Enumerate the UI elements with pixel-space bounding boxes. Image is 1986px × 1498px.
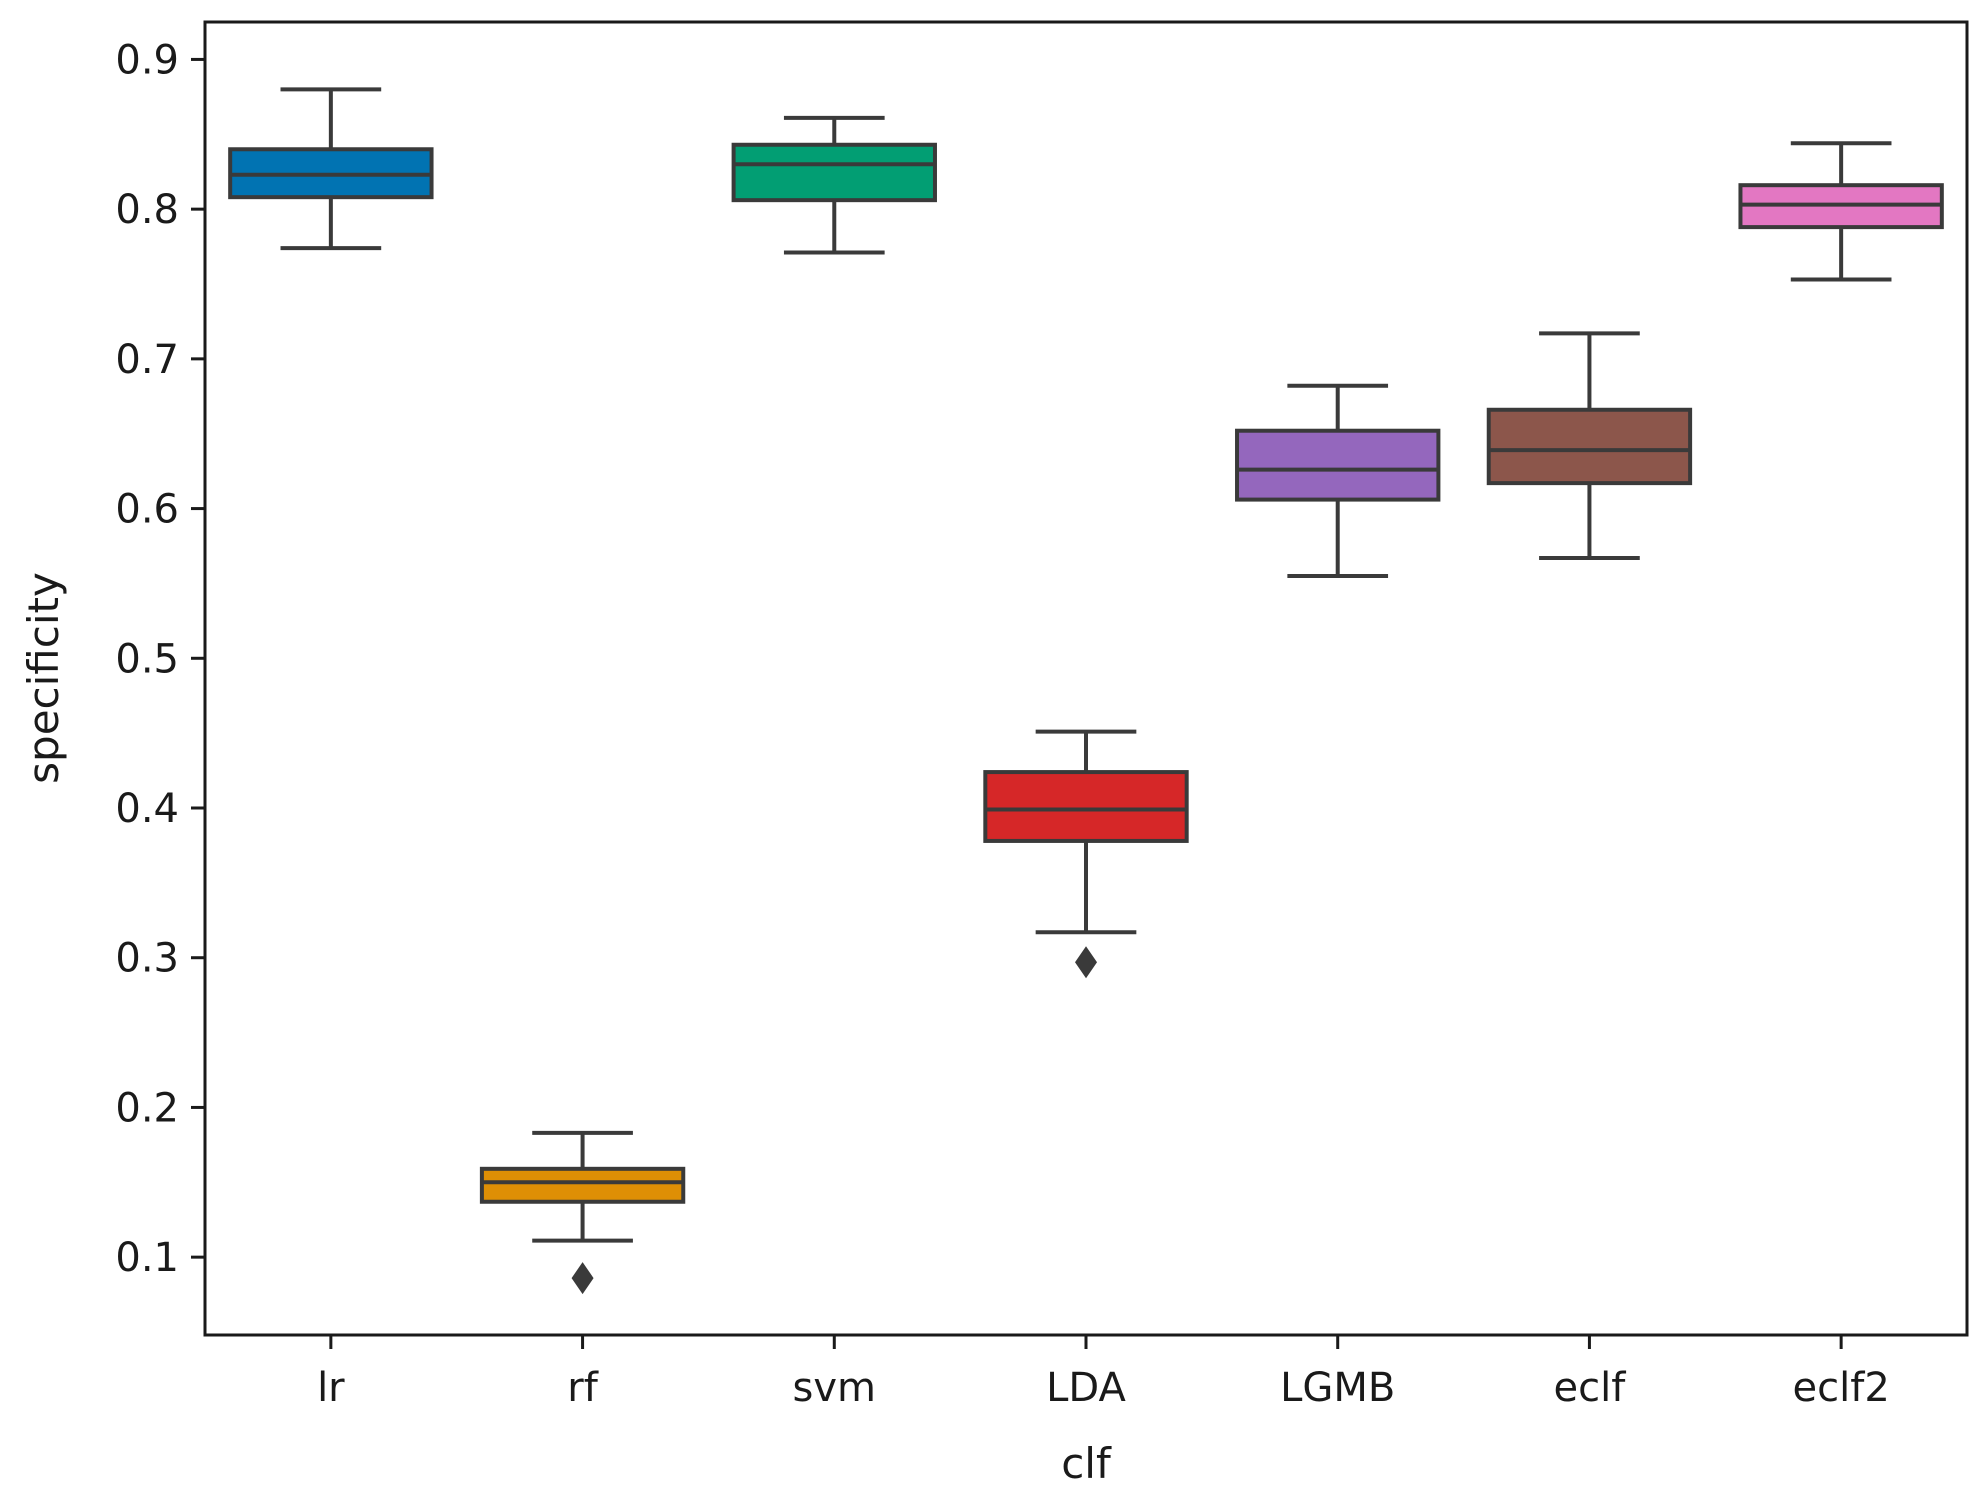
x-tick-label: LGMB xyxy=(1280,1365,1395,1411)
box-rf xyxy=(479,1130,686,1295)
x-tick-label: LDA xyxy=(1046,1365,1126,1411)
box-lgmb xyxy=(1235,383,1441,578)
x-tick-label: eclf2 xyxy=(1793,1365,1890,1411)
x-tick-label: eclf xyxy=(1554,1365,1627,1411)
y-axis-title: specificity xyxy=(19,572,68,784)
outlier-point xyxy=(1075,946,1097,979)
y-tick-label: 0.8 xyxy=(115,187,179,233)
box-eclf2 xyxy=(1738,141,1944,282)
box-eclf xyxy=(1486,331,1693,560)
box-lda xyxy=(983,729,1189,979)
y-tick-label: 0.1 xyxy=(115,1235,179,1281)
y-tick-label: 0.9 xyxy=(115,37,179,83)
outlier-point xyxy=(571,1262,594,1295)
y-tick-label: 0.5 xyxy=(115,636,179,682)
y-tick-label: 0.2 xyxy=(115,1085,179,1131)
box-lr xyxy=(228,87,434,251)
y-tick-label: 0.6 xyxy=(115,487,179,533)
box-svm xyxy=(731,115,937,255)
iqr-box xyxy=(731,142,937,203)
boxes-layer xyxy=(228,87,1944,1295)
y-tick-label: 0.3 xyxy=(115,936,179,982)
x-tick-label: svm xyxy=(793,1365,876,1411)
x-tick-label: lr xyxy=(317,1365,345,1411)
plot-frame xyxy=(203,20,1969,1337)
x-axis-title: clf xyxy=(1061,1439,1112,1488)
iqr-box xyxy=(1486,407,1693,486)
y-axis: 0.1 0.2 0.3 0.4 0.5 0.6 0.7 0.8 0.9 xyxy=(115,37,205,1281)
x-axis: lr rf svm LDA LGMB eclf eclf2 xyxy=(317,1335,1890,1411)
iqr-box xyxy=(479,1166,686,1204)
iqr-box xyxy=(1235,428,1441,502)
y-tick-label: 0.4 xyxy=(115,786,179,832)
iqr-box xyxy=(983,770,1189,843)
x-tick-label: rf xyxy=(567,1365,598,1411)
y-tick-label: 0.7 xyxy=(115,337,179,383)
